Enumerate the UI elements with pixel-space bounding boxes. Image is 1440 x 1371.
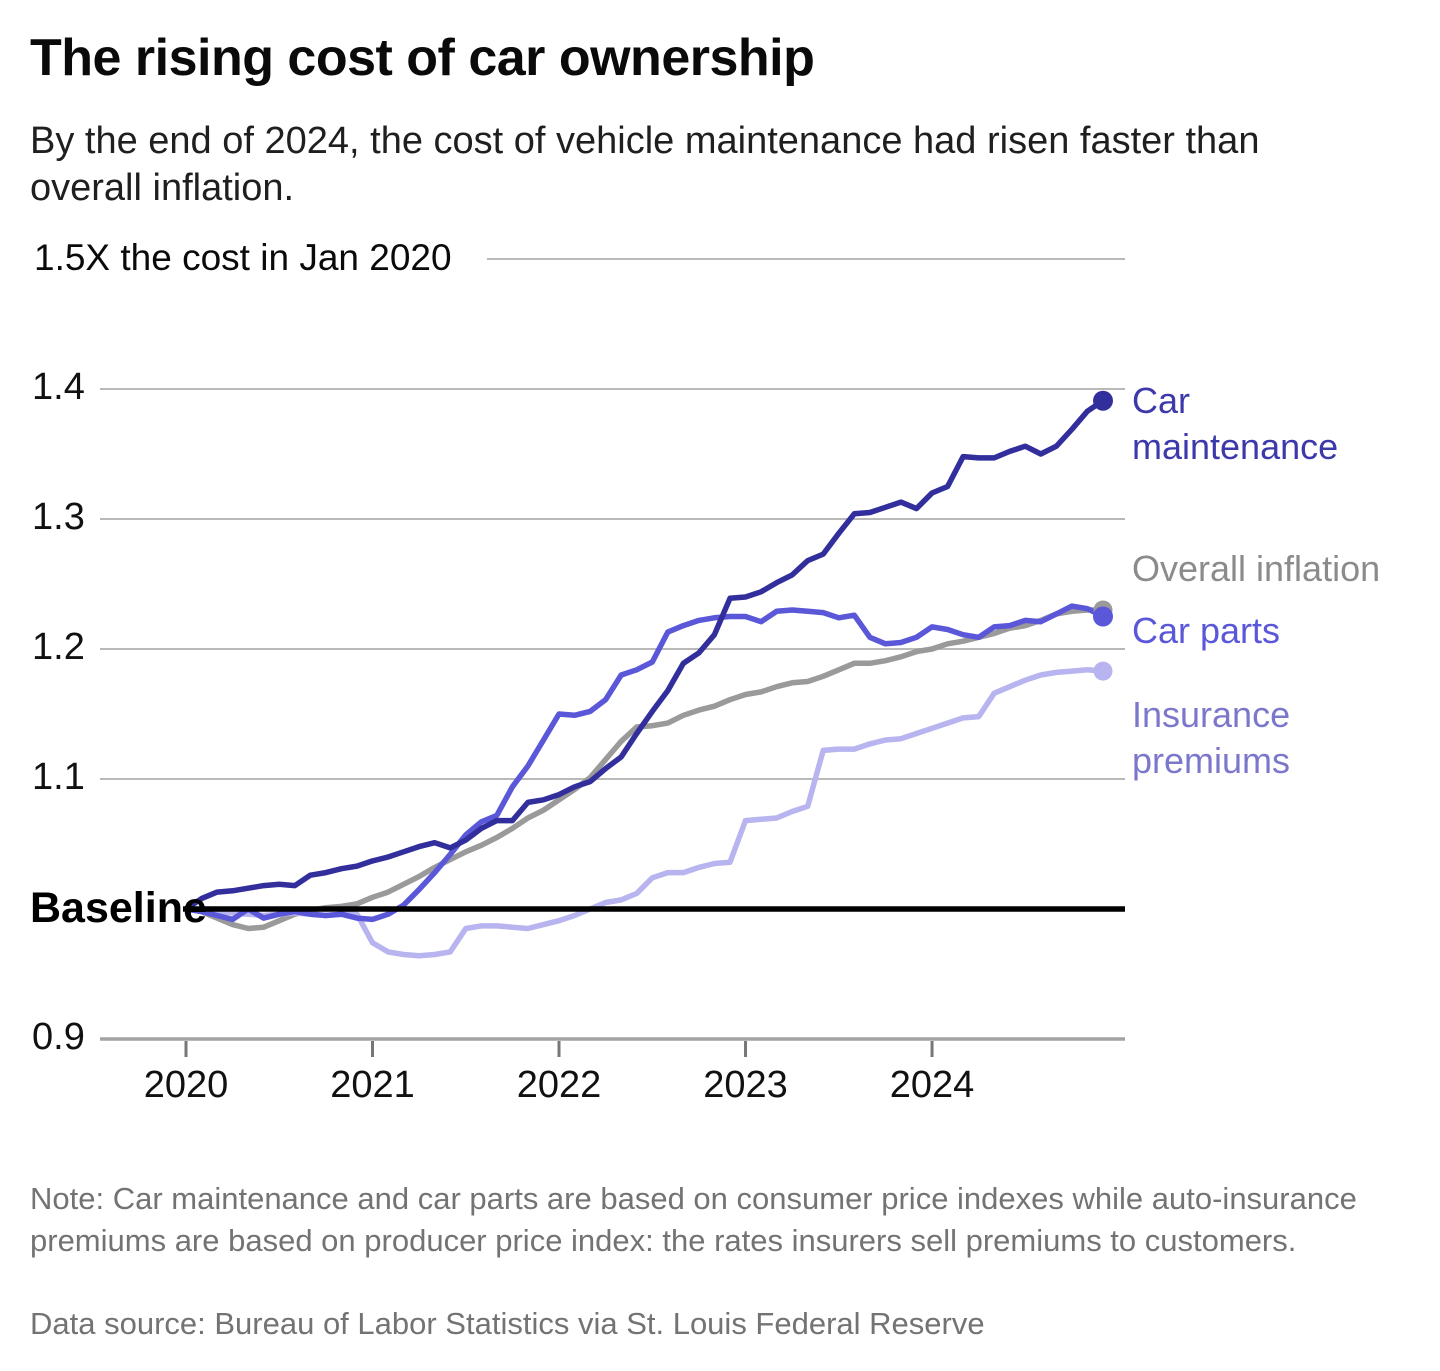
series-label-overall-inflation: Overall inflation [1132,548,1381,589]
chart-subtitle: By the end of 2024, the cost of vehicle … [30,120,1260,209]
series-line-car-maintenance [183,397,1106,912]
x-tick-label-2021: 2021 [330,1064,415,1106]
end-dot-insurance-premiums [1093,661,1113,681]
chart-note: Note: Car maintenance and car parts are … [30,1181,1357,1258]
series-line-overall-inflation [183,607,1106,932]
y-tick-label-1-1: 1.1 [32,756,85,798]
series-label-car-parts: Car parts [1132,610,1281,651]
x-tick-label-2024: 2024 [889,1064,975,1106]
series-label-car-maintenance: Car maintenance [1132,380,1339,467]
x-tick-label-2020: 2020 [143,1064,229,1106]
end-dot-car-parts [1093,606,1113,627]
y-tick-label-1-4: 1.4 [32,366,85,408]
series-line-car-parts [183,603,1106,923]
x-tick-label-2023: 2023 [703,1064,788,1106]
y-axis-unit-label: 1.5X the cost in Jan 2020 [34,237,452,278]
y-tick-label-1-3: 1.3 [32,496,85,538]
series-label-insurance-premiums: Insurance premiums [1132,694,1291,781]
end-dot-car-maintenance [1093,390,1113,411]
baseline-label: Baseline [30,884,207,932]
y-tick-label-1-2: 1.2 [32,626,85,668]
data-source: Data source: Bureau of Labor Statistics … [30,1306,985,1341]
y-tick-label-0-9: 0.9 [32,1016,85,1058]
x-tick-label-2022: 2022 [516,1064,602,1106]
chart-title: The rising cost of car ownership [30,29,815,87]
